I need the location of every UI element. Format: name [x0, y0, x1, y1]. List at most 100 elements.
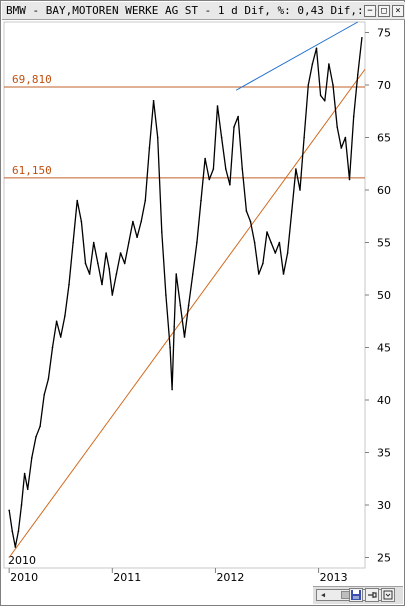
price-point	[253, 241, 256, 244]
price-point	[39, 425, 41, 428]
close-button[interactable]: ×	[392, 5, 404, 17]
price-point	[229, 183, 231, 186]
price-point	[111, 294, 114, 296]
price-point	[108, 267, 111, 270]
y-tick-label-55: 55	[377, 237, 391, 250]
price-point	[257, 273, 260, 275]
price-point	[165, 294, 167, 296]
price-point	[187, 304, 190, 307]
price-point	[224, 168, 227, 170]
x-tick-label-2012: 2012	[216, 571, 244, 584]
price-point	[212, 168, 215, 170]
price-point	[282, 273, 285, 275]
price-point	[340, 147, 343, 149]
price-point	[68, 283, 70, 286]
price-point	[278, 241, 281, 244]
x-tick-label-2013: 2013	[320, 571, 348, 584]
scroll-left-arrow-icon[interactable]: ◀	[320, 591, 326, 599]
price-point	[152, 99, 155, 102]
price-point	[348, 178, 351, 181]
price-point	[328, 63, 330, 65]
price-point	[315, 47, 318, 50]
minimize-button[interactable]: −	[364, 5, 376, 17]
price-point	[84, 262, 87, 265]
price-point	[132, 220, 134, 223]
price-point	[171, 388, 173, 391]
price-point	[319, 94, 322, 97]
price-point	[356, 73, 359, 76]
price-point	[299, 189, 301, 191]
pin-icon[interactable]	[365, 588, 379, 602]
price-point	[35, 435, 37, 438]
trendline-resistance	[235, 21, 359, 91]
price-point	[59, 336, 62, 338]
y-tick-label-70: 70	[377, 79, 391, 92]
plot-area	[3, 21, 366, 569]
y-tick-label-30: 30	[377, 499, 391, 512]
price-point	[88, 273, 91, 275]
price-point	[26, 488, 29, 491]
price-point	[307, 84, 310, 86]
price-point	[323, 99, 326, 102]
price-point	[220, 136, 223, 139]
price-point	[311, 63, 314, 65]
price-point	[144, 199, 147, 202]
price-point	[249, 220, 252, 223]
price-point	[169, 346, 171, 349]
price-point	[92, 241, 95, 244]
maximize-button[interactable]: □	[378, 5, 390, 17]
y-tick-label-45: 45	[377, 342, 391, 355]
price-point	[196, 241, 198, 244]
price-point	[204, 157, 206, 160]
price-point	[262, 262, 264, 265]
y-tick-label-50: 50	[377, 289, 391, 302]
x-tick-label-2010: 2010	[10, 571, 38, 584]
price-point	[191, 273, 194, 275]
price-point	[286, 252, 289, 254]
price-point	[23, 472, 26, 475]
price-point	[20, 504, 23, 506]
price-point	[8, 509, 10, 512]
price-point	[14, 546, 17, 548]
price-point	[216, 105, 219, 107]
menu-icon[interactable]	[381, 588, 395, 602]
price-point	[72, 241, 74, 244]
price-point	[352, 115, 355, 118]
y-tick-label-25: 25	[377, 552, 391, 565]
y-tick-label-35: 35	[377, 447, 391, 460]
price-point	[128, 241, 130, 244]
price-point	[161, 231, 163, 233]
price-point	[51, 346, 54, 349]
y-tick-label-75: 75	[377, 27, 391, 40]
price-point	[76, 199, 79, 202]
price-point	[245, 210, 248, 212]
price-point	[200, 199, 202, 202]
price-point	[115, 273, 118, 275]
price-point	[105, 252, 107, 254]
price-point	[270, 241, 272, 244]
price-point	[31, 456, 33, 459]
price-point	[332, 84, 334, 86]
price-point	[17, 530, 20, 533]
price-point	[290, 210, 293, 212]
floppy-disk-icon[interactable]	[349, 588, 363, 602]
price-point	[179, 304, 182, 307]
level-label-0: 69,810	[12, 73, 52, 86]
x-tick-label-2011: 2011	[113, 571, 141, 584]
price-point	[55, 320, 58, 323]
price-point	[119, 252, 122, 254]
price-point	[123, 262, 126, 265]
price-series-line	[8, 37, 363, 548]
level-label-1: 61,150	[12, 164, 52, 177]
price-point	[136, 236, 138, 239]
title-bar[interactable]: BMW - BAY,MOTOREN WERKE AG ST - 1 d Dif,…	[2, 2, 405, 20]
price-point	[241, 168, 244, 170]
price-point	[266, 231, 268, 233]
y-tick-label-65: 65	[377, 132, 391, 145]
price-point	[148, 147, 151, 149]
price-point	[175, 273, 178, 275]
price-point	[303, 136, 305, 139]
price-point	[173, 325, 175, 328]
